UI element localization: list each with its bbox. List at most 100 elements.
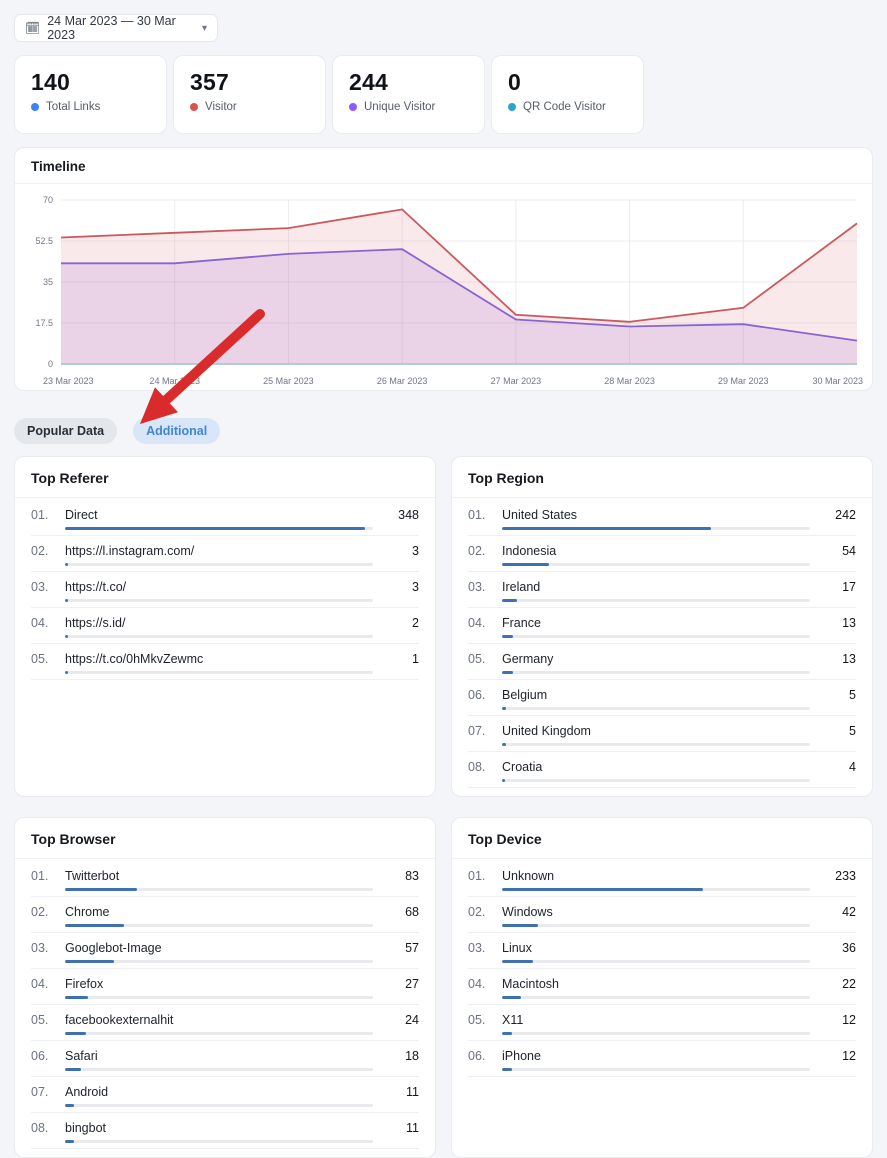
list-item-content: 06. Belgium 5 bbox=[468, 688, 856, 702]
stat-value: 357 bbox=[190, 69, 229, 95]
item-value: 18 bbox=[405, 1049, 419, 1063]
list-item-content: 04. Macintosh 22 bbox=[468, 977, 856, 991]
item-bar-track bbox=[65, 671, 373, 674]
list-item-content: 05. Germany 13 bbox=[468, 652, 856, 666]
item-label: Twitterbot bbox=[65, 869, 120, 883]
item-value: 68 bbox=[405, 905, 419, 919]
item-bar-fill bbox=[502, 1068, 513, 1071]
list-item: 01. United States 242 bbox=[468, 500, 856, 536]
item-bar-track bbox=[65, 1140, 373, 1143]
item-bar-fill bbox=[502, 779, 506, 782]
item-bar-fill bbox=[502, 743, 507, 746]
list-item-content: 04. France 13 bbox=[468, 616, 856, 630]
item-value: 27 bbox=[405, 977, 419, 991]
item-rank: 06. bbox=[31, 1049, 49, 1063]
item-bar-fill bbox=[65, 888, 137, 891]
stat-label: Total Links bbox=[46, 101, 101, 113]
item-value: 5 bbox=[849, 724, 856, 738]
list-item: 03. Linux 36 bbox=[468, 933, 856, 969]
item-value: 11 bbox=[406, 1121, 419, 1135]
list-item-content: 07. United Kingdom 5 bbox=[468, 724, 856, 738]
item-bar-fill bbox=[65, 996, 89, 999]
list-item: 06. Safari 18 bbox=[31, 1041, 419, 1077]
tab-popular-data[interactable]: Popular Data bbox=[14, 418, 118, 444]
list-item-content: 01. Direct 348 bbox=[31, 508, 419, 522]
item-bar-fill bbox=[502, 707, 507, 710]
item-bar-fill bbox=[65, 1032, 86, 1035]
item-label: Belgium bbox=[502, 688, 548, 702]
item-bar-track bbox=[502, 527, 810, 530]
list-item: 01. Twitterbot 83 bbox=[31, 861, 419, 897]
item-value: 42 bbox=[842, 905, 856, 919]
item-bar-fill bbox=[502, 960, 534, 963]
svg-text:29 Mar 2023: 29 Mar 2023 bbox=[718, 376, 769, 386]
list-item: 02. Windows 42 bbox=[468, 897, 856, 933]
item-label: https://l.instagram.com/ bbox=[65, 544, 195, 558]
item-label: facebookexternalhit bbox=[65, 1013, 174, 1027]
item-label: https://t.co/ bbox=[65, 580, 127, 594]
panel-title: Top Browser bbox=[15, 818, 435, 859]
item-bar-fill bbox=[65, 563, 68, 566]
list-item-content: 03. Ireland 17 bbox=[468, 580, 856, 594]
item-label: Croatia bbox=[502, 760, 543, 774]
panel-list: 01. United States 242 02. Indonesia 54 03. Irel… bbox=[452, 498, 872, 796]
svg-text:52.5: 52.5 bbox=[35, 236, 53, 246]
date-range-picker[interactable]: 🗓 24 Mar 2023 — 30 Mar 2023 ▾ bbox=[14, 14, 218, 42]
item-bar-track bbox=[502, 635, 810, 638]
list-item: 08. bingbot 11 bbox=[31, 1113, 419, 1149]
item-label: X11 bbox=[502, 1013, 524, 1027]
item-label: Safari bbox=[65, 1049, 98, 1063]
item-label: Firefox bbox=[65, 977, 104, 991]
stat-color-dot-icon bbox=[349, 103, 357, 111]
item-value: 83 bbox=[405, 869, 419, 883]
list-item-content: 07. Android 11 bbox=[31, 1085, 419, 1099]
stat-label: QR Code Visitor bbox=[523, 101, 606, 113]
item-rank: 01. bbox=[31, 508, 49, 522]
stat-value: 0 bbox=[508, 69, 521, 95]
list-item: 06. Belgium 5 bbox=[468, 680, 856, 716]
list-item: 03. Ireland 17 bbox=[468, 572, 856, 608]
chevron-down-icon: ▾ bbox=[201, 22, 207, 34]
panel-top-device: Top Device 01. Unknown 233 02. Windows 42 03. Li… bbox=[451, 817, 873, 1158]
list-item: 04. https://s.id/2 bbox=[31, 608, 419, 644]
item-label: Googlebot-Image bbox=[65, 941, 162, 955]
item-value: 3 bbox=[412, 544, 419, 558]
list-item: 05. Germany 13 bbox=[468, 644, 856, 680]
item-label: bingbot bbox=[65, 1121, 107, 1135]
list-item: 05. facebookexternalhit 24 bbox=[31, 1005, 419, 1041]
item-bar-track bbox=[502, 707, 810, 710]
list-item: 04. Macintosh 22 bbox=[468, 969, 856, 1005]
item-bar-fill bbox=[65, 1104, 75, 1107]
stat-label: Unique Visitor bbox=[364, 101, 436, 113]
item-bar-track bbox=[502, 743, 810, 746]
tab-additional[interactable]: Additional bbox=[133, 418, 221, 444]
panel-list: 01. Direct 348 02. https://l.instagram.com/3… bbox=[15, 498, 435, 688]
item-bar-track bbox=[65, 563, 373, 566]
item-label: France bbox=[502, 616, 541, 630]
list-item: 05. https://t.co/0hMkvZewmc 1 bbox=[31, 644, 419, 680]
stats-row: 140 Total Links 357 Visitor 244 Unique Visito… bbox=[14, 55, 873, 134]
item-rank: 04. bbox=[31, 616, 49, 630]
item-rank: 03. bbox=[31, 580, 49, 594]
panel-list: 01. Twitterbot 83 02. Chrome 68 03. Googlebot-I… bbox=[15, 859, 435, 1157]
timeline-area-chart: 70 52.5 35 17.5 0 23 Mar 2023 24 Mar 2023 25 Ma… bbox=[35, 195, 863, 386]
item-label: iPhone bbox=[502, 1049, 541, 1063]
item-rank: 08. bbox=[31, 1121, 49, 1135]
svg-text:70: 70 bbox=[43, 195, 53, 205]
item-value: 11 bbox=[406, 1085, 419, 1099]
item-rank: 04. bbox=[31, 977, 49, 991]
item-value: 5 bbox=[849, 688, 856, 702]
item-bar-track bbox=[502, 671, 810, 674]
item-bar-track bbox=[502, 1068, 810, 1071]
svg-text:23 Mar 2023: 23 Mar 2023 bbox=[43, 376, 94, 386]
list-item: 05. X11 12 bbox=[468, 1005, 856, 1041]
list-item-content: 06. iPhone 12 bbox=[468, 1049, 856, 1063]
item-label: Direct bbox=[65, 508, 98, 522]
panel-title: Top Referer bbox=[15, 457, 435, 498]
item-bar-track bbox=[502, 599, 810, 602]
item-bar-fill bbox=[65, 1140, 75, 1143]
item-bar-track bbox=[65, 996, 373, 999]
item-bar-fill bbox=[502, 888, 704, 891]
item-label: Unknown bbox=[502, 869, 555, 883]
item-rank: 01. bbox=[31, 869, 49, 883]
